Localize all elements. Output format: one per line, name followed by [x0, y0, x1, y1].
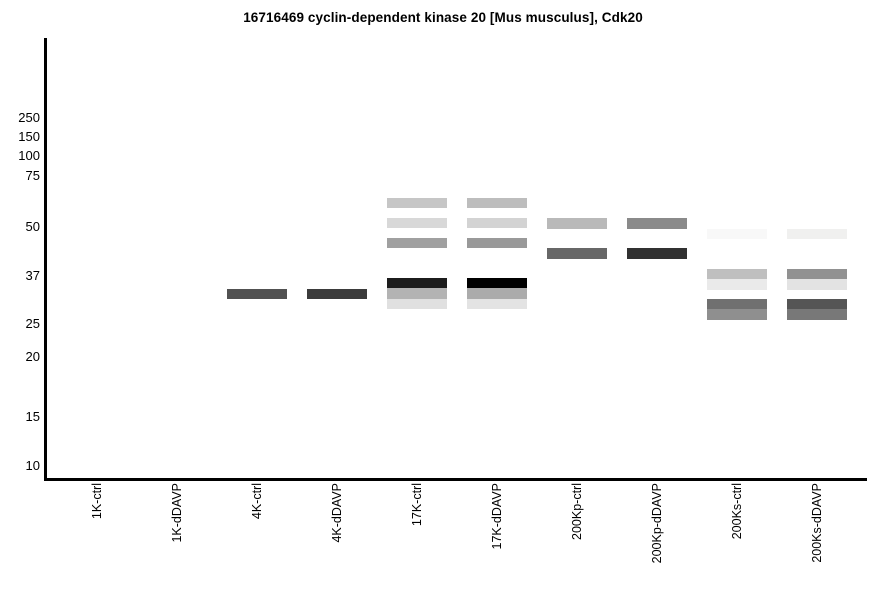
gel-band — [787, 269, 847, 279]
gel-band — [467, 238, 527, 248]
gel-band — [707, 279, 767, 290]
y-axis-tick-label: 20 — [25, 349, 40, 364]
gel-band — [547, 218, 607, 229]
y-axis-tick-label: 250 — [18, 110, 40, 125]
lane-label: 17K-ctrl — [410, 483, 424, 527]
gel-band — [787, 229, 847, 239]
gel-band — [467, 288, 527, 299]
y-axis-line — [44, 38, 47, 481]
lane-label: 4K-ctrl — [250, 483, 264, 520]
gel-band — [387, 288, 447, 299]
gel-band — [467, 299, 527, 309]
gel-band — [387, 299, 447, 309]
gel-band — [787, 279, 847, 290]
lane-label: 4K-dDAVP — [330, 483, 344, 543]
gel-band — [467, 198, 527, 208]
gel-band — [387, 278, 447, 288]
chart-title: 16716469 cyclin-dependent kinase 20 [Mus… — [243, 10, 643, 25]
gel-band — [467, 278, 527, 288]
lane-label: 200Ks-dDAVP — [810, 483, 824, 563]
gel-band — [707, 309, 767, 320]
x-axis-line — [44, 478, 867, 481]
lane-label: 200Kp-ctrl — [570, 483, 584, 540]
gel-band — [467, 218, 527, 228]
lane-label: 1K-ctrl — [90, 483, 104, 520]
gel-band — [307, 289, 367, 299]
gel-band — [387, 198, 447, 208]
lane-label: 17K-dDAVP — [490, 483, 504, 550]
y-axis-tick-label: 50 — [25, 219, 40, 234]
gel-band — [627, 248, 687, 259]
gel-band — [707, 299, 767, 309]
y-axis-tick-label: 75 — [25, 168, 40, 183]
y-axis-tick-label: 10 — [25, 458, 40, 473]
y-axis-tick-label: 100 — [18, 148, 40, 163]
y-axis-tick-label: 25 — [25, 316, 40, 331]
gel-band — [547, 248, 607, 259]
lane-label: 1K-dDAVP — [170, 483, 184, 543]
y-axis-tick-label: 37 — [25, 268, 40, 283]
lane-label: 200Ks-ctrl — [730, 483, 744, 540]
y-axis-tick-label: 15 — [25, 409, 40, 424]
gel-band — [387, 238, 447, 248]
gel-band — [787, 299, 847, 309]
gel-band — [627, 218, 687, 229]
gel-band — [707, 269, 767, 279]
gel-band — [227, 289, 287, 299]
gel-band — [787, 309, 847, 320]
gel-band — [707, 229, 767, 239]
lane-label: 200Kp-dDAVP — [650, 483, 664, 564]
gel-band — [387, 218, 447, 228]
y-axis-tick-label: 150 — [18, 129, 40, 144]
